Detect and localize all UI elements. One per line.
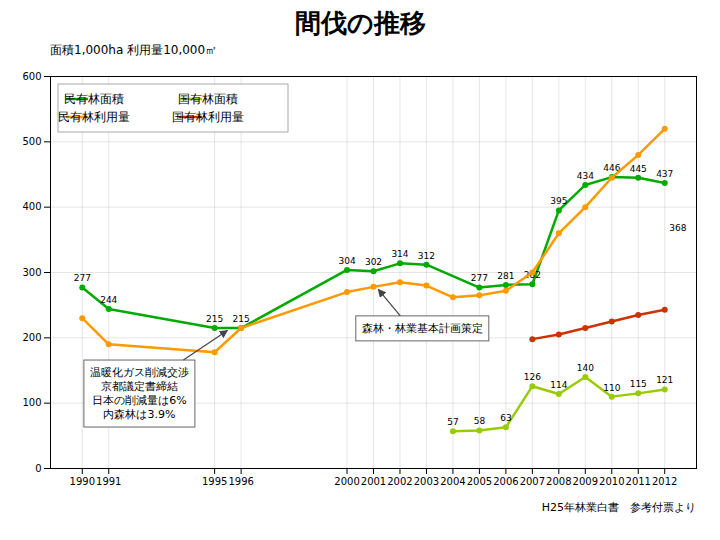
svg-text:600: 600 (22, 71, 41, 82)
svg-text:121: 121 (656, 375, 673, 385)
svg-text:368: 368 (669, 223, 686, 233)
svg-text:277: 277 (74, 273, 91, 283)
svg-text:2008: 2008 (546, 476, 571, 487)
svg-text:1996: 1996 (228, 476, 253, 487)
svg-text:314: 314 (391, 249, 408, 259)
html-text:H25年林業白書 参考付票より: H25年林業白書 参考付票より (541, 501, 696, 514)
svg-text:302: 302 (365, 257, 382, 267)
svg-text:森林・林業基本計画策定: 森林・林業基本計画策定 (362, 322, 483, 335)
svg-text:126: 126 (524, 372, 541, 382)
svg-text:110: 110 (603, 383, 620, 393)
svg-text:400: 400 (22, 201, 41, 212)
svg-text:国有林面積: 国有林面積 (178, 92, 238, 106)
svg-text:57: 57 (447, 417, 458, 427)
svg-text:500: 500 (22, 136, 41, 147)
svg-text:437: 437 (656, 169, 673, 179)
svg-text:281: 281 (497, 271, 514, 281)
svg-text:100: 100 (22, 397, 41, 408)
svg-text:200: 200 (22, 332, 41, 343)
svg-text:1995: 1995 (202, 476, 227, 487)
svg-text:215: 215 (233, 314, 250, 324)
svg-text:434: 434 (577, 171, 594, 181)
svg-text:277: 277 (471, 273, 488, 283)
svg-text:民有林利用量: 民有林利用量 (58, 110, 130, 124)
svg-text:446: 446 (603, 163, 621, 173)
svg-text:2001: 2001 (361, 476, 386, 487)
svg-text:2011: 2011 (626, 476, 651, 487)
svg-text:2000: 2000 (334, 476, 359, 487)
svg-text:民有林面積: 民有林面積 (64, 92, 124, 106)
svg-text:2012: 2012 (652, 476, 677, 487)
svg-text:国有林利用量: 国有林利用量 (172, 110, 244, 124)
html-text:面積1,000ha 利用量10,000㎥: 面積1,000ha 利用量10,000㎥ (50, 43, 218, 57)
svg-text:2006: 2006 (493, 476, 518, 487)
svg-text:395: 395 (550, 196, 567, 206)
svg-text:282: 282 (523, 270, 541, 281)
svg-text:2004: 2004 (440, 476, 465, 487)
svg-text:114: 114 (550, 380, 567, 390)
svg-text:2009: 2009 (573, 476, 598, 487)
html-text:間伐の推移: 間伐の推移 (294, 8, 426, 38)
svg-text:63: 63 (500, 413, 511, 423)
svg-text:温暖化ガス削減交渉京都議定書締結日本の削減量は6%内森林は3: 温暖化ガス削減交渉京都議定書締結日本の削減量は6%内森林は3.9% (90, 366, 189, 421)
svg-text:1991: 1991 (96, 476, 121, 487)
svg-text:115: 115 (630, 379, 647, 389)
svg-text:215: 215 (206, 314, 223, 324)
svg-text:244: 244 (100, 295, 117, 305)
svg-text:312: 312 (418, 251, 435, 261)
svg-text:0: 0 (35, 463, 41, 474)
svg-text:2010: 2010 (599, 476, 624, 487)
svg-text:140: 140 (577, 363, 594, 373)
svg-text:445: 445 (630, 164, 647, 174)
svg-text:1990: 1990 (70, 476, 95, 487)
svg-text:2007: 2007 (520, 476, 545, 487)
svg-text:2005: 2005 (467, 476, 492, 487)
svg-text:2002: 2002 (387, 476, 412, 487)
svg-text:304: 304 (338, 256, 355, 266)
svg-text:58: 58 (474, 416, 486, 426)
svg-text:300: 300 (22, 267, 41, 278)
svg-text:2003: 2003 (414, 476, 439, 487)
